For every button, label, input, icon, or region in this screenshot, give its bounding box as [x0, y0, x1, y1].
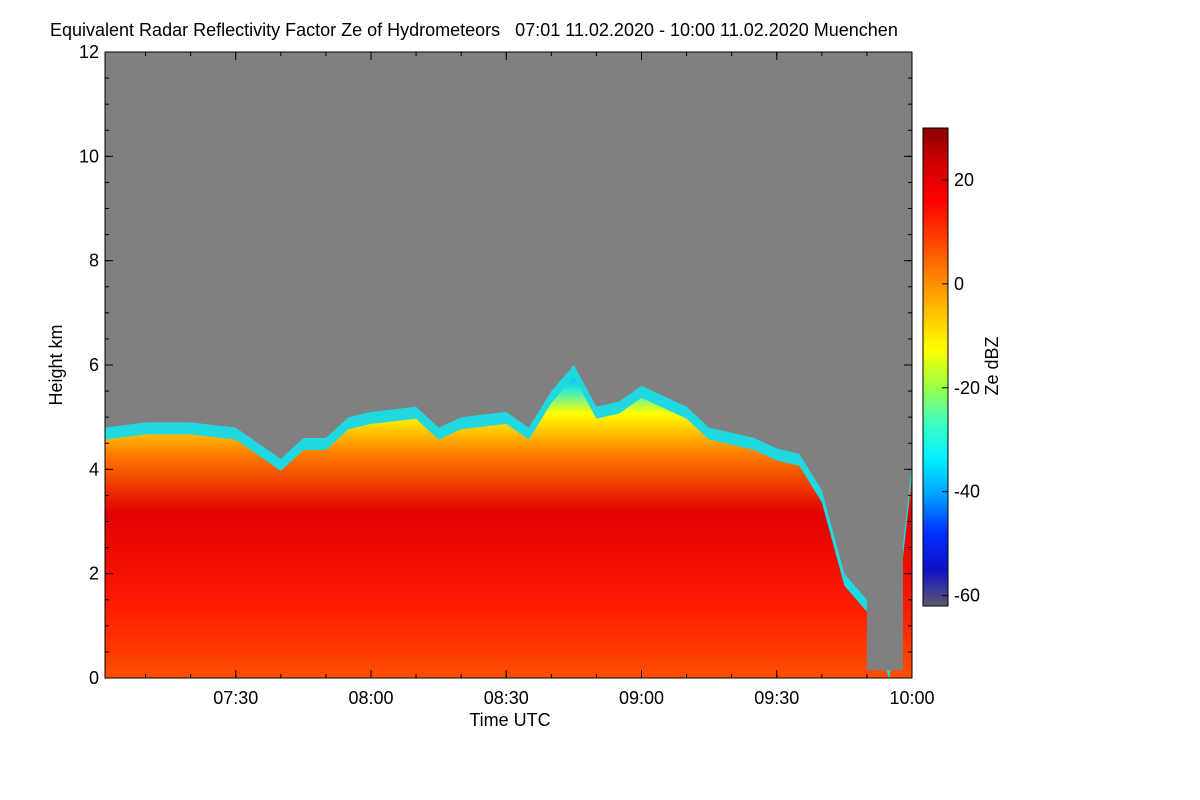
x-tick-label: 10:00: [889, 688, 934, 708]
y-tick-label: 12: [79, 42, 99, 62]
no-echo-gap: [866, 52, 903, 671]
x-tick-label: 09:30: [754, 688, 799, 708]
x-tick-label: 08:00: [348, 688, 393, 708]
colorbar-tick-label: -60: [954, 586, 980, 606]
y-tick-label: 2: [89, 564, 99, 584]
x-tick-label: 07:30: [213, 688, 258, 708]
y-axis-label: Height km: [46, 324, 66, 405]
y-tick-label: 0: [89, 668, 99, 688]
colorbar-tick-label: -20: [954, 378, 980, 398]
chart-title: Equivalent Radar Reflectivity Factor Ze …: [50, 20, 898, 40]
colorbar-ticks: 20 0 -20 -40 -60: [942, 170, 980, 606]
x-tick-label: 08:30: [484, 688, 529, 708]
echo-core: [105, 377, 912, 678]
y-tick-label: 6: [89, 355, 99, 375]
y-tick-label: 8: [89, 251, 99, 271]
y-axis: 0 2 4 6 8 10 12: [79, 42, 912, 688]
colorbar-label: Ze dBZ: [982, 336, 1002, 395]
x-axis-label: Time UTC: [469, 710, 550, 730]
echo-field: [105, 52, 912, 678]
colorbar: [922, 127, 949, 607]
colorbar-tick-label: -40: [954, 482, 980, 502]
colorbar-tick-label: 0: [954, 274, 964, 294]
x-tick-label: 09:00: [619, 688, 664, 708]
y-tick-label: 4: [89, 459, 99, 479]
x-axis: 07:30 08:00 08:30 09:00 09:30 10:00: [145, 52, 935, 708]
y-tick-label: 10: [79, 146, 99, 166]
colorbar-tick-label: 20: [954, 170, 974, 190]
